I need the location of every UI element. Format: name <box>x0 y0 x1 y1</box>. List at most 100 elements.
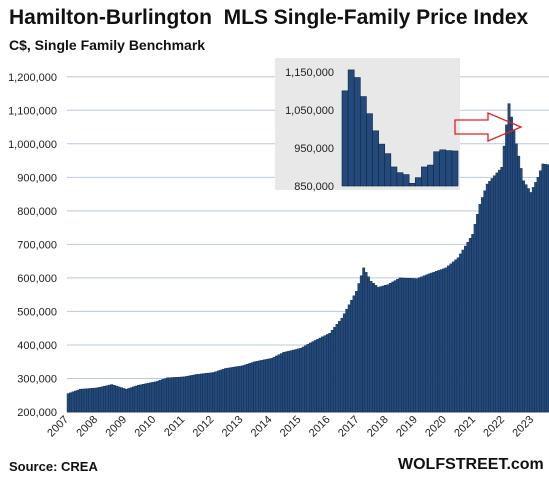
bar <box>316 339 320 413</box>
bar <box>166 377 169 413</box>
bar <box>512 130 516 413</box>
inset-bar <box>414 177 422 187</box>
bar <box>279 353 283 413</box>
bar <box>289 350 293 413</box>
x-tick-label: 2011 <box>162 414 187 439</box>
bar <box>364 272 368 413</box>
bar <box>231 367 235 413</box>
bar <box>451 261 455 413</box>
bar <box>541 163 545 413</box>
bar <box>347 304 351 413</box>
bar <box>490 178 494 413</box>
bar <box>527 188 530 413</box>
bar <box>284 351 288 413</box>
bar <box>262 359 266 413</box>
bar <box>425 274 429 413</box>
bar <box>510 116 513 413</box>
bar <box>539 170 542 413</box>
bar <box>522 180 525 413</box>
bar <box>129 387 133 413</box>
bar <box>103 385 106 413</box>
bar <box>422 275 426 413</box>
bar <box>367 276 370 413</box>
bar <box>197 373 201 413</box>
bar <box>115 385 119 413</box>
bar <box>267 358 271 413</box>
bar <box>78 389 82 413</box>
y-tick-label: 600,000 <box>17 273 57 285</box>
bar <box>454 259 458 413</box>
x-tick-label: 2015 <box>278 414 304 440</box>
bar <box>531 187 535 413</box>
inset-bar <box>433 151 440 187</box>
bar <box>478 203 482 413</box>
bar <box>340 317 344 413</box>
bar <box>71 391 75 413</box>
bar <box>359 275 363 413</box>
bar <box>168 377 172 413</box>
bar <box>514 143 518 413</box>
brand-logo: WOLFSTREET.com <box>398 456 544 473</box>
bar <box>253 361 257 413</box>
x-tick-label: 2008 <box>74 414 100 440</box>
bar <box>325 334 329 413</box>
bar <box>534 182 538 413</box>
bar <box>447 265 450 413</box>
bar <box>374 285 378 413</box>
x-tick-label: 2014 <box>249 414 275 440</box>
bar <box>536 177 540 413</box>
bar <box>398 277 402 413</box>
bar <box>91 388 94 413</box>
bar <box>100 386 104 413</box>
bar <box>384 285 387 413</box>
x-tick-label: 2012 <box>191 414 217 440</box>
bar <box>76 389 80 413</box>
bar <box>175 377 179 413</box>
bar <box>500 167 504 413</box>
source-note: Source: CREA <box>9 459 98 474</box>
bar <box>376 287 380 413</box>
bar <box>190 375 194 413</box>
bar <box>209 372 213 413</box>
bar <box>355 291 358 413</box>
bar <box>456 257 460 413</box>
bar <box>313 340 317 413</box>
bar <box>471 234 475 413</box>
bar <box>434 271 438 413</box>
bar <box>158 380 162 413</box>
bar <box>105 385 109 413</box>
bar <box>124 389 128 413</box>
bar <box>524 184 528 413</box>
bar <box>362 267 366 413</box>
inset-y-tick-label: 850,000 <box>294 181 334 193</box>
bar <box>216 370 220 413</box>
y-tick-label: 300,000 <box>17 373 57 385</box>
bar <box>321 336 324 413</box>
inset-bar <box>445 150 453 187</box>
bar <box>296 348 300 413</box>
bar <box>149 382 152 413</box>
bar <box>112 385 116 413</box>
bar <box>418 277 421 413</box>
bar <box>410 278 414 413</box>
bar <box>214 371 218 413</box>
bar <box>219 369 223 413</box>
bar <box>301 346 305 413</box>
bar <box>311 341 315 413</box>
y-tick-label: 700,000 <box>17 239 57 251</box>
bar <box>69 392 73 413</box>
inset-bar <box>427 164 434 187</box>
bar <box>110 384 114 413</box>
bar <box>476 214 479 413</box>
bar <box>330 330 334 413</box>
bar <box>86 388 89 413</box>
bar <box>238 365 242 413</box>
bar <box>543 164 547 413</box>
bar <box>437 270 441 413</box>
bar <box>141 384 145 413</box>
bar <box>195 374 198 413</box>
y-tick-label: 200,000 <box>17 407 57 419</box>
inset-bar <box>451 150 459 187</box>
bar <box>517 155 521 413</box>
bar <box>369 281 373 413</box>
